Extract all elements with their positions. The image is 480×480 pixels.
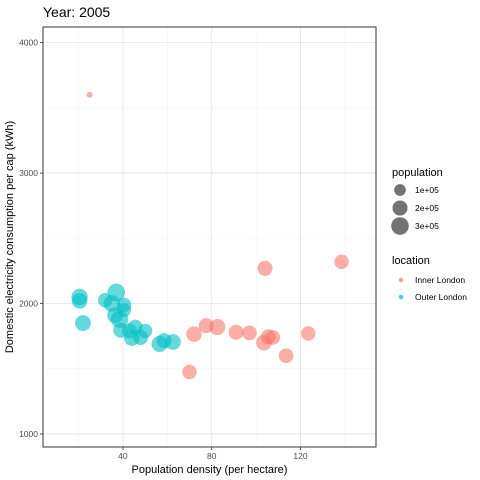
- data-point: [209, 318, 226, 336]
- plot-title: Year: 2005: [43, 4, 110, 20]
- x-tick-label: 120: [293, 451, 307, 461]
- color-legend-title: location: [392, 255, 430, 267]
- x-tick-label: 80: [207, 451, 217, 461]
- data-point: [301, 326, 316, 341]
- x-tick-label: 40: [118, 451, 128, 461]
- data-point: [75, 315, 91, 332]
- data-point: [117, 303, 131, 317]
- axes: 40 80 120 1000 2000 3000 4000: [19, 38, 308, 461]
- grid-lines: [43, 27, 376, 447]
- size-legend-key: [391, 217, 409, 235]
- color-legend-key: [398, 277, 404, 283]
- legend: population location 1e+05 2e+05 3e+05 Inner…: [391, 167, 467, 302]
- size-legend-label: 1e+05: [415, 185, 439, 195]
- data-point: [164, 334, 181, 350]
- data-point: [257, 260, 273, 276]
- y-tick-label: 2000: [19, 299, 38, 309]
- size-legend-key: [392, 200, 408, 216]
- data-point: [265, 330, 281, 345]
- y-tick-label: 3000: [19, 168, 38, 178]
- y-tick-label: 1000: [19, 429, 38, 439]
- size-legend-label: 2e+05: [415, 203, 439, 213]
- data-point: [334, 254, 349, 270]
- y-tick-label: 4000: [19, 38, 38, 48]
- color-legend-label: Outer London: [415, 292, 467, 302]
- data-point: [242, 325, 257, 341]
- data-point: [137, 323, 153, 339]
- data-point: [86, 91, 93, 98]
- data-point: [186, 326, 202, 342]
- size-legend-label: 3e+05: [415, 221, 439, 231]
- color-legend-key: [398, 294, 404, 300]
- data-point: [182, 364, 197, 380]
- data-point: [71, 293, 88, 309]
- plot-panel-border: [42, 26, 377, 448]
- size-legend-key: [394, 184, 406, 196]
- data-point: [278, 348, 294, 364]
- plot-panel: [43, 27, 376, 447]
- y-axis-title: Domestic electricity consumption per cap…: [4, 121, 16, 353]
- size-legend-title: population: [392, 167, 443, 179]
- x-axis-title: Population density (per hectare): [132, 464, 288, 476]
- data-points: [71, 91, 349, 380]
- data-point: [228, 324, 244, 340]
- color-legend-label: Inner London: [415, 275, 465, 285]
- data-point: [107, 283, 126, 302]
